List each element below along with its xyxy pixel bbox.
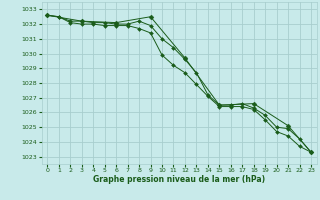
- X-axis label: Graphe pression niveau de la mer (hPa): Graphe pression niveau de la mer (hPa): [93, 175, 265, 184]
